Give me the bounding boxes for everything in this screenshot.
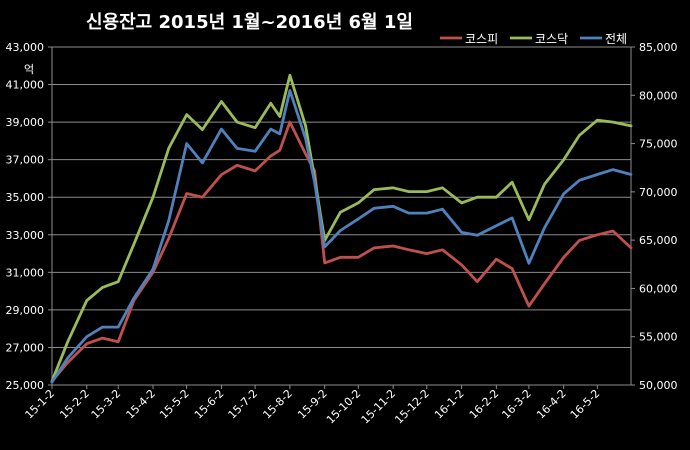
y-left-tick-label: 43,000 bbox=[6, 41, 45, 54]
y-left-tick-label: 37,000 bbox=[6, 154, 45, 167]
y-right-tick-label: 75,000 bbox=[639, 138, 678, 151]
y-left-tick-label: 29,000 bbox=[6, 304, 45, 317]
series-lines bbox=[50, 73, 633, 384]
gridlines bbox=[51, 46, 632, 386]
y-left-tick-label: 31,000 bbox=[6, 266, 45, 279]
y-left-tick-label: 41,000 bbox=[6, 79, 45, 92]
y-right-tick-label: 55,000 bbox=[639, 331, 678, 344]
y-right-tick-label: 65,000 bbox=[639, 234, 678, 247]
legend-label: 코스피 bbox=[465, 32, 498, 46]
y-right-tick-label: 50,000 bbox=[639, 379, 678, 392]
y-left-tick-label: 35,000 bbox=[6, 191, 45, 204]
y-right-tick-label: 80,000 bbox=[639, 89, 678, 102]
legend: 코스피 코스닥 전체 bbox=[440, 32, 627, 46]
legend-label: 전체 bbox=[605, 32, 627, 46]
y-left-tick-label: 27,000 bbox=[6, 341, 45, 354]
y-left-tick-label: 39,000 bbox=[6, 116, 45, 129]
y-right-tick-label: 70,000 bbox=[639, 186, 678, 199]
y-right-tick-label: 60,000 bbox=[639, 282, 678, 295]
chart-title: 신용잔고 2015년 1월~2016년 6월 1일 bbox=[86, 12, 413, 33]
y-right-tick-label: 85,000 bbox=[639, 41, 678, 54]
y-left-unit-label: 억 bbox=[24, 63, 34, 76]
y-left-tick-label: 25,000 bbox=[6, 379, 45, 392]
series-line-전체 bbox=[50, 89, 633, 384]
legend-label: 코스닥 bbox=[535, 32, 568, 46]
series-line-코스피 bbox=[50, 120, 633, 383]
y-left-tick-label: 33,000 bbox=[6, 229, 45, 242]
